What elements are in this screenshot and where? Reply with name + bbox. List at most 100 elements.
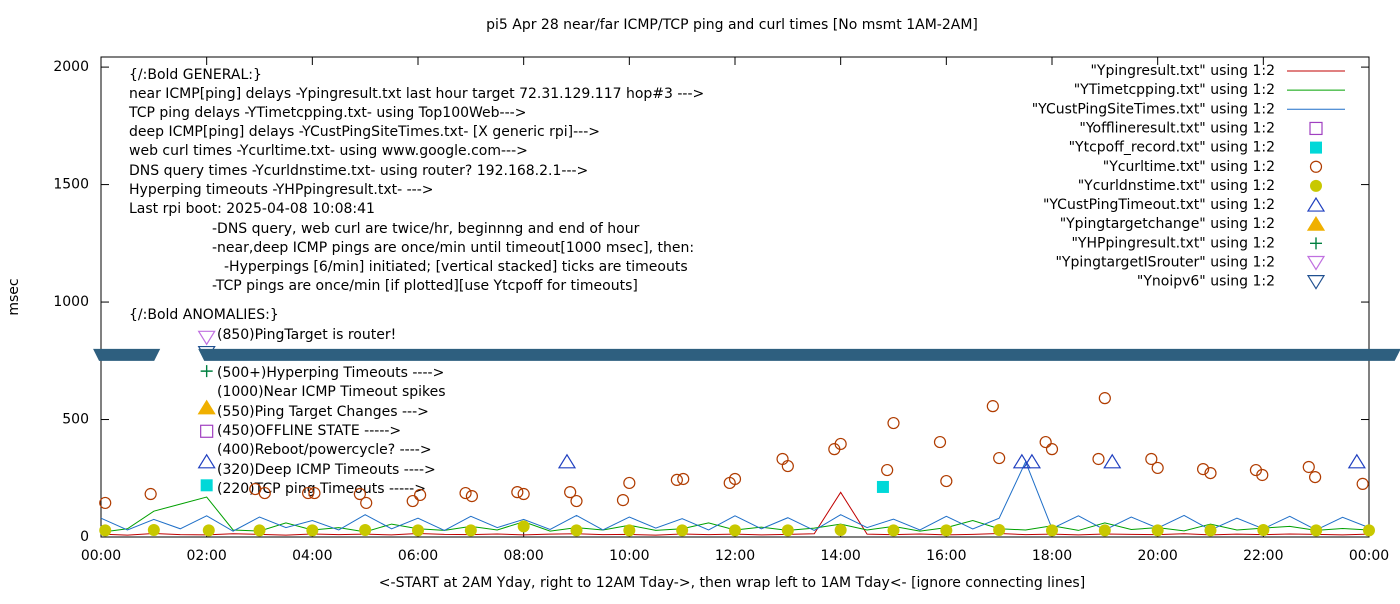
dot-marker (834, 523, 847, 536)
circle-marker (993, 451, 1006, 465)
dot-marker (147, 523, 160, 536)
band (198, 348, 1400, 361)
plus-marker (200, 365, 213, 378)
legend-swatch (1310, 141, 1322, 154)
circle-marker (517, 487, 530, 501)
circle-marker (465, 490, 478, 503)
circle-marker (1256, 468, 1269, 482)
annotation: deep ICMP[ping] delays -YCustPingSiteTim… (129, 124, 600, 140)
circle-marker (986, 400, 999, 413)
annotation: (400)Reboot/powercycle? ----> (217, 442, 432, 458)
dot-marker (1310, 524, 1323, 537)
circle-marker (1098, 392, 1111, 405)
legend-label: "YTimetcpping.txt" using 1:2 (1074, 82, 1275, 98)
circle-marker (1039, 435, 1052, 449)
circle-marker (1045, 443, 1059, 456)
chart-title: pi5 Apr 28 near/far ICMP/TCP ping and cu… (486, 17, 978, 33)
circle-marker (564, 486, 577, 499)
triangle-marker (197, 399, 216, 415)
x-tick-label: 02:00 (186, 548, 226, 564)
circle-marker (511, 486, 524, 499)
dot-marker (676, 524, 689, 537)
annotation: -near,deep ICMP pings are once/min until… (212, 240, 694, 256)
legend-label: "Ypingtargetchange" using 1:2 (1060, 216, 1275, 232)
circle-marker (781, 459, 794, 473)
annotation: -TCP pings are once/min [if plotted][use… (212, 278, 638, 294)
annotation: {/:Bold GENERAL:} (129, 67, 262, 83)
circle-marker (144, 487, 157, 501)
x-tick-label: 20:00 (1137, 548, 1177, 564)
dot-marker (1204, 524, 1217, 537)
circle-marker (834, 437, 847, 451)
square-marker (200, 479, 213, 492)
circle-marker (940, 474, 953, 488)
circle-marker (881, 463, 894, 477)
legend-label: "YCustPingTimeout.txt" using 1:2 (1043, 197, 1275, 213)
dot-marker (412, 524, 424, 537)
x-tick-label: 18:00 (1032, 548, 1072, 564)
x-tick-label: 00:00 (1349, 548, 1389, 564)
dot-marker (623, 524, 636, 537)
annotation: (220)TCP ping Timeouts -----> (217, 481, 426, 497)
circle-marker (1356, 477, 1369, 491)
y-tick-label: 2000 (53, 59, 89, 75)
x-tick-label: 22:00 (1243, 548, 1283, 564)
legend-label: "Ycurldnstime.txt" using 1:2 (1078, 178, 1275, 194)
square-marker (200, 424, 214, 438)
x-tick-label: 08:00 (503, 548, 543, 564)
circle-marker (302, 486, 315, 500)
x-tick-label: 06:00 (398, 548, 438, 564)
y-tick-label: 1000 (53, 294, 89, 310)
x-axis-label: <-START at 2AM Yday, right to 12AM Tday-… (379, 575, 1085, 591)
dot-marker (570, 524, 583, 537)
circle-marker (99, 496, 112, 510)
circle-marker (1204, 466, 1217, 480)
legend-swatch (1309, 160, 1323, 173)
x-tick-label: 04:00 (292, 548, 332, 564)
x-tick-label: 10:00 (609, 548, 649, 564)
circle-marker (414, 488, 427, 502)
dot-marker (202, 524, 215, 537)
annotation: TCP ping delays -YTimetcpping.txt- using… (128, 105, 526, 121)
annotation: (850)PingTarget is router! (217, 327, 396, 343)
circle-marker (1092, 452, 1105, 466)
circle-marker (670, 473, 683, 487)
dot-marker (99, 524, 112, 537)
circle-marker (570, 494, 583, 508)
dot-marker (887, 524, 900, 537)
band (93, 348, 161, 361)
square-marker (876, 480, 889, 493)
dot-marker (359, 523, 372, 536)
circle-marker (887, 416, 900, 430)
triangle-marker (1347, 453, 1366, 469)
circle-marker (353, 487, 366, 501)
y-tick-label: 1500 (53, 177, 89, 193)
x-tick-label: 14:00 (820, 548, 860, 564)
triangle-down-marker (197, 330, 216, 346)
legend-swatch (1306, 216, 1326, 231)
annotation: (550)Ping Target Changes ---> (217, 404, 429, 420)
dot-marker (464, 524, 477, 537)
y-axis-label: msec (6, 278, 22, 315)
annotation: web curl times -Ycurltime.txt- using www… (129, 143, 528, 159)
annotation: -Hyperpings [6/min] initiated; [vertical… (224, 259, 688, 275)
dot-marker (729, 524, 741, 537)
dot-marker (253, 524, 266, 537)
circle-marker (360, 496, 373, 510)
dot-marker (1046, 524, 1058, 537)
circle-marker (1145, 452, 1158, 466)
legend-swatch (1306, 255, 1326, 271)
y-tick-label: 0 (80, 529, 89, 545)
legend-label: "YHPpingresult.txt" using 1:2 (1071, 235, 1275, 251)
dot-marker (517, 520, 530, 533)
legend-label: "Ycurltime.txt" using 1:2 (1103, 159, 1275, 175)
circle-marker (1197, 462, 1210, 476)
circle-marker (406, 494, 419, 508)
annotation: {/:Bold ANOMALIES:} (129, 307, 279, 323)
triangle-marker (1012, 453, 1031, 469)
legend-label: "YpingtargetISrouter" using 1:2 (1055, 255, 1275, 271)
legend-swatch (1306, 196, 1326, 212)
